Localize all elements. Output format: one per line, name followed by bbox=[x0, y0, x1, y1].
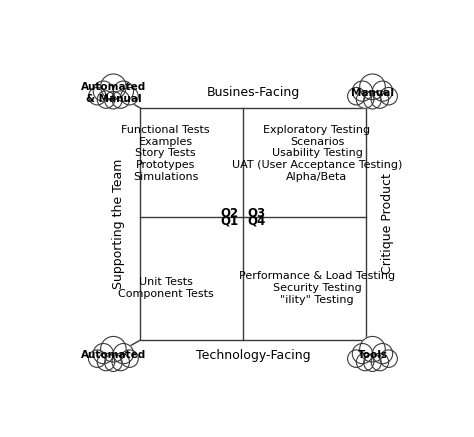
Circle shape bbox=[356, 353, 374, 371]
Circle shape bbox=[356, 91, 374, 108]
Text: Functional Tests
Examples
Story Tests
Prototypes
Simulations: Functional Tests Examples Story Tests Pr… bbox=[121, 125, 210, 182]
Circle shape bbox=[93, 343, 113, 364]
Circle shape bbox=[100, 74, 126, 100]
Circle shape bbox=[352, 81, 373, 101]
Text: Manual: Manual bbox=[351, 88, 394, 98]
Text: Busines-Facing: Busines-Facing bbox=[206, 87, 300, 99]
Text: Critique Product: Critique Product bbox=[381, 173, 394, 274]
Text: Supporting the Team: Supporting the Team bbox=[112, 159, 125, 289]
Text: Q3: Q3 bbox=[247, 206, 265, 219]
Circle shape bbox=[113, 81, 134, 101]
Circle shape bbox=[89, 350, 106, 368]
Circle shape bbox=[113, 343, 134, 364]
Circle shape bbox=[347, 350, 365, 368]
Circle shape bbox=[121, 87, 138, 105]
Circle shape bbox=[89, 87, 106, 105]
Text: Automated
& Manual: Automated & Manual bbox=[81, 82, 146, 104]
Circle shape bbox=[97, 353, 115, 371]
Text: Performance & Load Testing
Security Testing
"ility" Testing: Performance & Load Testing Security Test… bbox=[239, 271, 395, 305]
Circle shape bbox=[380, 350, 397, 368]
Text: Unit Tests
Component Tests: Unit Tests Component Tests bbox=[118, 277, 213, 299]
Circle shape bbox=[105, 91, 122, 109]
Circle shape bbox=[360, 74, 385, 100]
Text: Automated: Automated bbox=[81, 350, 146, 360]
Circle shape bbox=[112, 353, 129, 371]
Text: Q2: Q2 bbox=[221, 206, 239, 219]
Text: Exploratory Testing
Scenarios
Usability Testing
UAT (User Acceptance Testing)
Al: Exploratory Testing Scenarios Usability … bbox=[232, 125, 402, 182]
Circle shape bbox=[112, 91, 129, 108]
Circle shape bbox=[360, 336, 385, 362]
Circle shape bbox=[121, 350, 138, 368]
Circle shape bbox=[364, 354, 381, 371]
Circle shape bbox=[97, 91, 115, 108]
Text: Q4: Q4 bbox=[247, 214, 265, 227]
Circle shape bbox=[93, 81, 113, 101]
Circle shape bbox=[371, 91, 389, 108]
Circle shape bbox=[364, 91, 381, 109]
Circle shape bbox=[373, 81, 392, 101]
Circle shape bbox=[373, 343, 392, 364]
Text: Technology-Facing: Technology-Facing bbox=[196, 349, 310, 362]
Text: Tools: Tools bbox=[357, 350, 388, 360]
Circle shape bbox=[105, 354, 122, 371]
Bar bbox=[140, 108, 366, 340]
Circle shape bbox=[380, 87, 397, 105]
Circle shape bbox=[352, 343, 373, 364]
Circle shape bbox=[347, 87, 365, 105]
Circle shape bbox=[100, 336, 126, 362]
Circle shape bbox=[371, 353, 389, 371]
Text: Q1: Q1 bbox=[221, 214, 239, 227]
